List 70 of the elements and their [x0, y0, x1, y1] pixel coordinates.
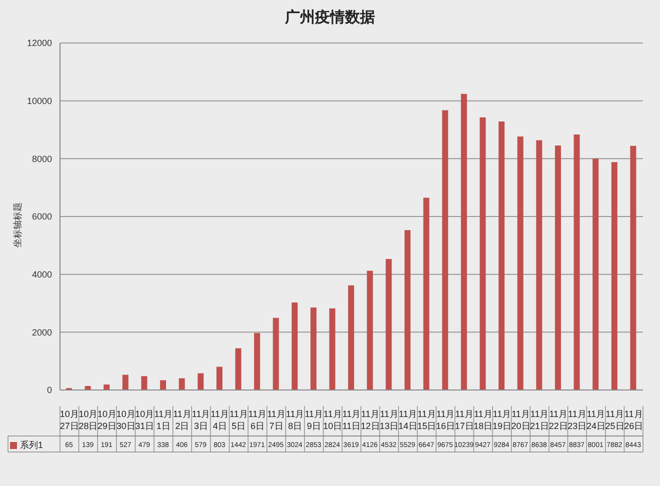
x-tick-label: 10月28日: [78, 409, 98, 431]
x-tick-label: 11月6日: [248, 409, 267, 431]
bar: [536, 140, 542, 390]
bar: [160, 380, 166, 390]
bar: [198, 373, 204, 390]
x-tick-label: 11月26日: [624, 409, 644, 431]
y-tick-label: 6000: [32, 212, 52, 222]
y-axis-title: 坐标轴标题: [12, 202, 24, 248]
bar: [329, 308, 336, 390]
y-tick-label: 0: [46, 385, 52, 396]
y-tick-label: 2000: [32, 327, 52, 338]
x-tick-label: 11月7日: [267, 409, 286, 431]
bar: [404, 230, 411, 390]
bar: [386, 258, 392, 390]
bar: [554, 145, 561, 390]
x-tick-label: 10月29日: [98, 409, 117, 431]
x-tick-label: 10月30日: [116, 409, 136, 431]
x-tick-label: 10月31日: [135, 409, 154, 431]
x-tick-label: 11月8日: [286, 409, 304, 431]
x-tick-label: 11月22日: [548, 409, 568, 431]
x-tick-label: 11月12日: [360, 409, 380, 431]
bar: [178, 378, 185, 390]
x-tick-label: 11月2日: [173, 409, 192, 431]
y-tick-label: 12000: [26, 38, 52, 48]
bar: [611, 162, 618, 390]
x-tick-label: 11月9日: [304, 409, 324, 431]
bar: [235, 348, 242, 390]
y-tick-label: 4000: [32, 270, 52, 280]
x-tick-label: 11月18日: [474, 409, 493, 431]
legend-label: 系列1: [19, 438, 44, 452]
x-tick-label: 11月14日: [398, 409, 418, 431]
bar: [310, 308, 316, 390]
bar: [348, 285, 354, 390]
bar: [442, 110, 448, 390]
x-tick-label: 11月11日: [342, 409, 361, 431]
bar: [122, 374, 128, 390]
bar: [480, 117, 486, 390]
x-tick-label: 11月21日: [530, 409, 550, 431]
bar: [272, 318, 279, 390]
x-tick-label: 11月16日: [436, 409, 456, 431]
x-tick-label: 11月10日: [323, 409, 342, 431]
x-tick-label: 11月20日: [511, 409, 530, 431]
bar: [141, 376, 148, 390]
bar: [574, 134, 580, 390]
bar: [460, 94, 467, 390]
x-tick-label: 11月17日: [454, 409, 474, 431]
y-tick-label: 10000: [26, 96, 52, 106]
x-tick-label: 11月13日: [380, 409, 399, 431]
bar: [104, 384, 110, 390]
x-tick-label: 11月3日: [192, 409, 210, 431]
bar: [423, 198, 430, 390]
x-tick-label: 11月23日: [568, 409, 587, 431]
bar: [517, 136, 524, 390]
bar: [254, 333, 260, 390]
x-tick-label: 11月19日: [492, 409, 512, 431]
bar: [498, 122, 505, 390]
chart-title: 广州疫情数据: [284, 8, 376, 27]
bar: [630, 146, 636, 390]
x-tick-label: 11月25日: [605, 409, 624, 431]
x-tick-label: 11月5日: [229, 409, 248, 431]
x-tick-label: 11月15日: [417, 409, 436, 431]
x-tick-label: 10月27日: [60, 409, 79, 431]
bar: [216, 366, 222, 390]
y-tick-label: 8000: [32, 154, 52, 164]
bar: [292, 302, 298, 390]
bar: [366, 270, 373, 390]
x-tick-label: 11月24日: [586, 409, 606, 431]
x-tick-label: 11月1日: [154, 409, 173, 431]
x-tick-label: 11月4日: [210, 409, 230, 431]
bar: [592, 158, 599, 390]
